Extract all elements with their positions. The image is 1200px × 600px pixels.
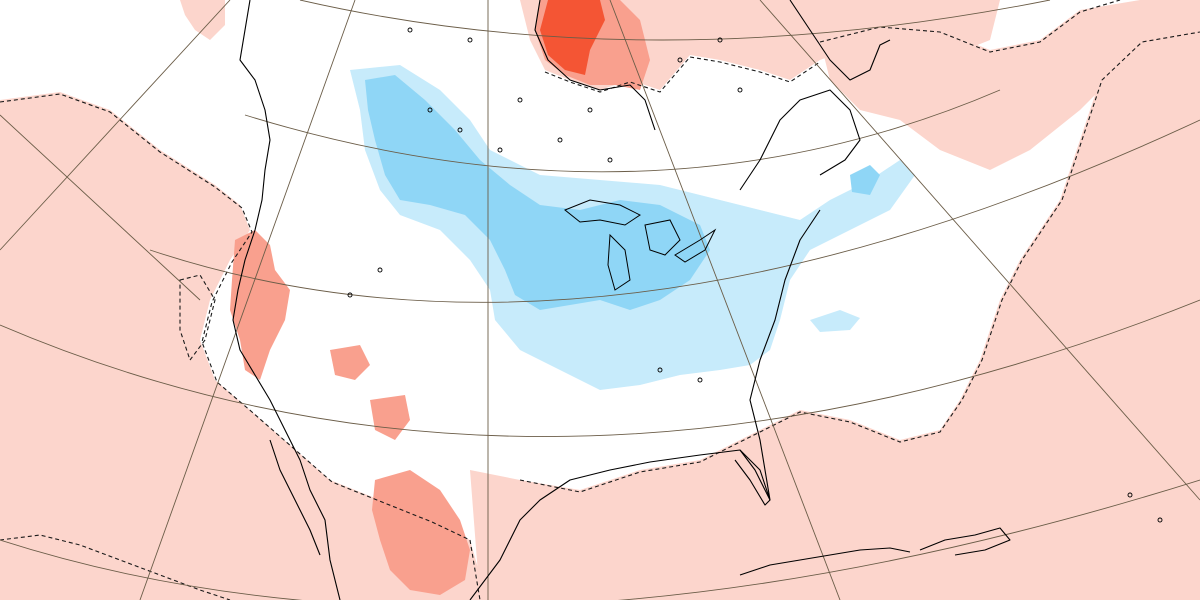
- zero-contour-rockies: [179, 274, 216, 362]
- lake-marker: [427, 107, 433, 113]
- warm-anomaly-pacific: [0, 92, 480, 600]
- parallel-4: [0, 299, 1200, 438]
- warm-medium-texas: [370, 395, 410, 440]
- lake-marker: [497, 147, 503, 153]
- lake-marker: [587, 107, 593, 113]
- lake-marker: [517, 97, 523, 103]
- coastlines: [232, 0, 1011, 600]
- parallel-2: [244, 89, 1001, 173]
- parallel-3: [149, 119, 1200, 303]
- lake-marker: [467, 37, 473, 43]
- meridian-1: [139, 0, 356, 600]
- lake-marker: [1127, 492, 1133, 498]
- lake-marker: [557, 137, 563, 143]
- lake-marker: [657, 367, 663, 373]
- cold-anomaly-labrador: [850, 165, 880, 195]
- coast-pacific: [232, 0, 341, 600]
- coast-canada-east: [739, 89, 861, 191]
- warm-medium-southwest: [330, 345, 370, 380]
- warm-anomaly-gulf: [470, 30, 1200, 600]
- lake-marker: [697, 377, 703, 383]
- lake-marker: [607, 157, 613, 163]
- coast-gulf-mexico: [469, 209, 821, 600]
- meridian-4: [759, 0, 1200, 501]
- lake-marker: [377, 267, 383, 273]
- coast-cuba: [739, 547, 911, 576]
- parallel-5: [0, 479, 1200, 600]
- coast-hudson-west: [534, 0, 656, 131]
- small-features: [347, 27, 1163, 523]
- lake-marker: [407, 27, 413, 33]
- meridian-5: [0, 0, 231, 251]
- warm-medium-rockies: [230, 230, 290, 380]
- great-lakes: [564, 199, 717, 291]
- lake-marker: [457, 127, 463, 133]
- meridian-3: [609, 0, 841, 600]
- zero-contour-north: [544, 56, 821, 93]
- warm-medium-mexico: [372, 470, 470, 595]
- parallel-1: [299, 0, 1051, 41]
- warm-anomaly-alaska: [180, 0, 225, 40]
- lake-marker: [1157, 517, 1163, 523]
- coast-baja: [269, 439, 321, 556]
- lake-marker: [347, 292, 353, 298]
- coast-florida: [734, 449, 771, 506]
- meridian-6: [0, 114, 201, 301]
- cold-anomaly-atlantic-patch: [810, 310, 860, 332]
- coast-labrador: [789, 0, 891, 81]
- zero-contour-atlantic: [819, 0, 1121, 53]
- lake-marker: [677, 57, 683, 63]
- lake-marker: [737, 87, 743, 93]
- zero-contour-gulf: [519, 31, 1200, 493]
- cold-anomaly-medium: [365, 75, 710, 310]
- lake-marker: [717, 37, 723, 43]
- coast-hispaniola: [919, 527, 1011, 556]
